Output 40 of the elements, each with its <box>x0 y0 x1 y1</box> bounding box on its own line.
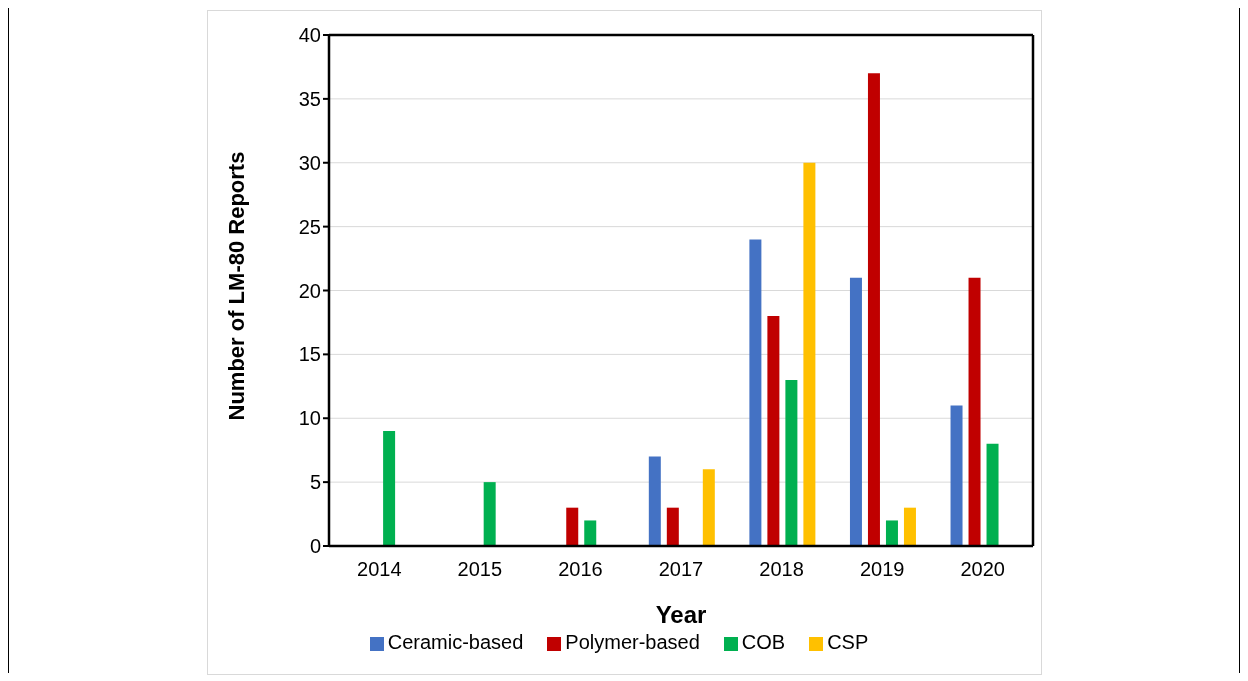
bar <box>749 239 762 546</box>
bar <box>566 507 579 546</box>
bar <box>885 520 898 546</box>
bar <box>584 520 597 546</box>
legend-label: CSP <box>827 631 869 653</box>
bar <box>803 162 816 546</box>
bar <box>666 507 679 546</box>
bar <box>767 316 780 546</box>
bar <box>702 469 715 546</box>
x-tick-label: 2019 <box>859 558 905 581</box>
bar <box>483 482 496 546</box>
bar <box>903 507 916 546</box>
y-tick-label: 10 <box>298 407 321 430</box>
y-axis-title: Number of LM-80 Reports <box>223 151 249 421</box>
y-tick-label: 5 <box>309 471 321 494</box>
bar <box>785 379 798 546</box>
bar <box>383 431 396 546</box>
bar <box>648 456 661 546</box>
bar <box>849 277 862 546</box>
y-tick-label: 15 <box>298 343 321 366</box>
x-axis-title: Year <box>655 601 707 628</box>
y-tick-label: 0 <box>309 535 321 558</box>
y-tick-label: 20 <box>298 279 321 302</box>
legend-label: Ceramic-based <box>387 631 524 653</box>
y-tick-label: 35 <box>298 87 321 110</box>
x-tick-label: 2020 <box>960 558 1005 581</box>
x-tick-label: 2014 <box>357 558 402 581</box>
legend-label: COB <box>741 631 786 653</box>
bar <box>968 277 981 546</box>
y-tick-label: 25 <box>298 215 321 238</box>
bar <box>950 405 963 546</box>
bar <box>867 73 880 546</box>
x-tick-label: 2017 <box>658 558 704 581</box>
x-tick-label: 2015 <box>457 558 503 581</box>
bar <box>986 443 999 546</box>
x-tick-label: 2016 <box>558 558 603 581</box>
y-tick-label: 40 <box>298 24 321 47</box>
y-tick-label: 30 <box>298 151 321 174</box>
legend-label: Polymer-based <box>565 631 700 653</box>
x-tick-label: 2018 <box>759 558 804 581</box>
